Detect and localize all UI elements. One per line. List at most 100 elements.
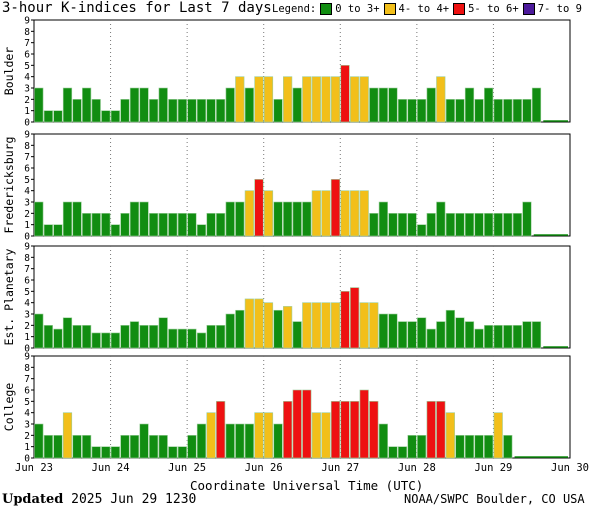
kp-bar [340, 291, 350, 349]
kp-bar [216, 401, 226, 459]
kp-bar [196, 99, 207, 123]
kp-bar [273, 423, 283, 459]
kp-bar [426, 213, 436, 237]
kp-bar [91, 332, 101, 349]
y-tick-label: 8 [24, 141, 30, 152]
kp-bar [340, 65, 350, 123]
kp-bar [273, 99, 283, 123]
kp-bar [388, 446, 398, 459]
kp-bar [149, 325, 159, 349]
kp-bar [62, 317, 73, 349]
kp-bar [34, 87, 44, 123]
kp-bar [302, 76, 312, 123]
y-tick-label: 1 [24, 442, 30, 453]
y-tick-label: 1 [24, 220, 30, 231]
kp-bar [158, 213, 168, 237]
kp-bar [254, 412, 264, 459]
kp-bar [43, 325, 53, 349]
updated-timestamp: Updated 2025 Jun 29 1230 [2, 492, 196, 507]
kp-bar [206, 325, 216, 349]
kp-bar [369, 87, 379, 123]
kp-bar [330, 179, 341, 237]
kp-bar [455, 99, 465, 123]
kp-bar [168, 213, 178, 237]
kp-bar [235, 309, 245, 349]
kp-bar [244, 298, 254, 349]
kp-bar [110, 110, 120, 123]
kp-bar [512, 213, 522, 237]
kp-bar [235, 201, 245, 237]
legend-item-storm-label: 5- to 6+ [468, 3, 519, 15]
kp-bar [206, 99, 216, 123]
kp-bar [417, 435, 427, 459]
kp-bar [158, 435, 168, 459]
kp-bar [82, 87, 92, 123]
kp-bar [263, 302, 274, 349]
kp-bar [235, 76, 245, 123]
kp-bar [321, 412, 331, 459]
kp-bar [110, 446, 120, 459]
kp-bar [407, 99, 417, 123]
source-credit: NOAA/SWPC Boulder, CO USA [404, 492, 585, 506]
kp-bar [158, 87, 168, 123]
kp-bar [34, 201, 44, 237]
kp-bar [187, 435, 197, 459]
kp-bar [34, 423, 44, 459]
kp-bar [436, 201, 446, 237]
kp-bar [177, 99, 187, 123]
y-tick-label: 0 [24, 344, 30, 355]
kp-bar [503, 99, 513, 123]
kp-bar [359, 302, 369, 349]
y-tick-label: 7 [24, 264, 30, 275]
kp-bar [101, 332, 111, 349]
x-tick-label: Jun 26 [245, 462, 283, 474]
x-tick-label: Jun 30 [551, 462, 589, 474]
kp-bar [139, 201, 149, 237]
kp-bar [139, 423, 149, 459]
y-tick-label: 0 [24, 232, 30, 243]
kp-bar [187, 213, 197, 237]
kp-bar [273, 309, 283, 349]
kp-bar [522, 201, 532, 237]
kp-bar [493, 99, 503, 123]
kp-bar [426, 328, 436, 349]
kp-bar [359, 389, 369, 459]
x-tick-label: Jun 25 [168, 462, 206, 474]
kp-bar [522, 99, 532, 123]
kp-bar [350, 401, 360, 459]
kp-bar [417, 317, 427, 349]
legend: Legend: 0 to 3+ 4- to 4+ 5- to 6+ 7- to … [272, 3, 586, 15]
kp-bar [43, 224, 53, 237]
kp-bar [311, 76, 321, 123]
updated-label: Updated [2, 492, 64, 507]
kp-bar [43, 110, 53, 123]
kp-bar [378, 423, 388, 459]
kp-bar [292, 321, 302, 349]
kp-bar [206, 213, 216, 237]
kp-bar [206, 412, 216, 459]
y-tick-label: 4 [24, 408, 30, 419]
kp-bar [177, 446, 187, 459]
kp-bar [464, 435, 475, 459]
kp-bar [531, 87, 542, 123]
x-tick-label: Jun 23 [15, 462, 53, 474]
kp-bar [225, 313, 235, 349]
kp-bar [484, 213, 494, 237]
kp-bar [445, 309, 455, 349]
kp-bar [397, 99, 408, 123]
kp-bar [283, 401, 293, 459]
kp-bar [474, 435, 484, 459]
kp-bar [168, 99, 178, 123]
kp-bar [436, 76, 446, 123]
kp-bar [292, 87, 302, 123]
y-tick-label: 4 [24, 186, 30, 197]
kp-bar [216, 99, 226, 123]
kp-bar [62, 412, 73, 459]
kp-bar [196, 423, 207, 459]
kp-bar [330, 302, 341, 349]
kp-bar [503, 435, 513, 459]
y-tick-label: 6 [24, 164, 30, 175]
kp-bar [283, 76, 293, 123]
y-tick-label: 3 [24, 310, 30, 321]
kp-bar [474, 328, 484, 349]
